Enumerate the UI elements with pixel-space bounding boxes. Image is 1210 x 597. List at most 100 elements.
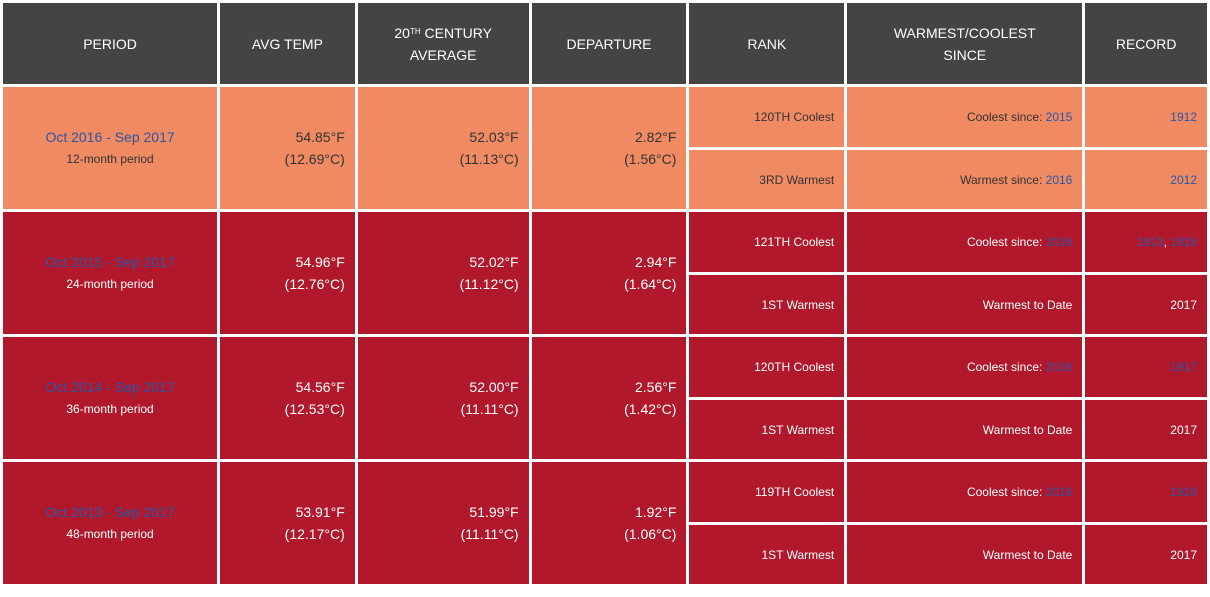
century-avg-cell: 52.00°F (11.11°C) (357, 337, 529, 459)
coolest-since-year-link[interactable]: 2015 (1045, 110, 1073, 124)
coolest-since-prefix: Coolest since: (966, 235, 1046, 249)
warmest-record-cell: 2017 (1085, 525, 1207, 584)
period-range-link[interactable]: Oct 2016 - Sep 2017 (45, 129, 175, 145)
century-avg-f: 52.00°F (469, 379, 519, 395)
departure-c: (1.64°C) (624, 276, 677, 292)
coolest-since-prefix: Coolest since: (966, 485, 1046, 499)
century-avg-cell: 51.99°F (11.11°C) (357, 462, 529, 584)
period-cell: Oct 2015 - Sep 2017 24-month period (3, 212, 218, 334)
table-row-warmest: 1ST Warmest Warmest to Date 2017 (3, 525, 1207, 584)
table-row-coolest: Oct 2013 - Sep 2017 48-month period 53.9… (3, 462, 1207, 584)
period-range-link[interactable]: Oct 2013 - Sep 2017 (45, 504, 175, 520)
warmest-record-cell: 2017 (1085, 275, 1207, 334)
coolest-record-link-2[interactable]: 1918 (1170, 235, 1197, 249)
period-label: 36-month period (66, 402, 154, 416)
header-rank: RANK (689, 3, 845, 84)
header-since-line2: SINCE (943, 46, 987, 63)
avg-temp-cell: 54.96°F (12.76°C) (220, 212, 355, 334)
departure-cell: 2.82°F (1.56°C) (531, 87, 687, 209)
avg-temp-cell: 54.85°F (12.69°C) (220, 87, 355, 209)
avg-temp-f: 54.56°F (295, 379, 345, 395)
warmest-record-link[interactable]: 2017 (1170, 547, 1197, 562)
table-row-warmest: 1ST Warmest Warmest to Date 2017 (3, 400, 1207, 459)
coolest-record-cell: 1913, 1918 (1085, 212, 1207, 272)
coolest-since-year-link[interactable]: 2016 (1045, 360, 1073, 374)
warmest-since-prefix: Warmest to Date (982, 422, 1073, 437)
coolest-since-cell: Coolest since: 2016 (847, 212, 1083, 272)
table-row-warmest: 1ST Warmest Warmest to Date 2017 (3, 275, 1207, 334)
header-century-line2: AVERAGE (409, 47, 477, 63)
avg-temp-c: (12.17°C) (284, 526, 345, 542)
departure-c: (1.42°C) (624, 401, 677, 417)
coolest-record-link[interactable]: 1913 (1136, 235, 1164, 249)
warmest-record-link[interactable]: 2017 (1170, 422, 1197, 437)
header-century-average: 20TH CENTURY AVERAGE (357, 3, 529, 84)
warmest-record-link[interactable]: 2017 (1170, 297, 1197, 312)
coolest-record-link[interactable]: 1912 (1170, 110, 1197, 124)
coolest-record-cell: 1918 (1085, 462, 1207, 522)
coolest-record-link[interactable]: 1918 (1170, 485, 1197, 499)
century-avg-cell: 52.03°F (11.13°C) (357, 87, 529, 209)
departure-cell: 1.92°F (1.06°C) (531, 462, 687, 584)
coolest-since-year-link[interactable]: 2016 (1045, 485, 1073, 499)
century-avg-f: 51.99°F (469, 504, 519, 520)
warmest-since-cell: Warmest to Date (847, 275, 1083, 334)
coolest-record-cell: 1912 (1085, 87, 1207, 147)
departure-cell: 2.56°F (1.42°C) (531, 337, 687, 459)
period-range-link[interactable]: Oct 2015 - Sep 2017 (45, 254, 175, 270)
warmest-rank: 1ST Warmest (689, 400, 845, 459)
avg-temp-f: 54.85°F (295, 129, 345, 145)
header-departure: DEPARTURE (531, 3, 687, 84)
period-cell: Oct 2016 - Sep 2017 12-month period (3, 87, 218, 209)
departure-f: 2.56°F (634, 379, 677, 395)
coolest-rank: 121TH Coolest (689, 212, 845, 272)
century-avg-c: (11.11°C) (460, 401, 519, 417)
avg-temp-c: (12.53°C) (284, 401, 345, 417)
header-century-prefix: 20 (394, 25, 410, 41)
warmest-since-cell: Warmest to Date (847, 525, 1083, 584)
century-avg-f: 52.03°F (469, 129, 519, 145)
warmest-record-link[interactable]: 2012 (1170, 172, 1197, 187)
warmest-since-year-link[interactable]: 2016 (1045, 172, 1073, 187)
header-period: PERIOD (3, 3, 218, 84)
coolest-record-link[interactable]: 1917 (1170, 360, 1197, 374)
avg-temp-cell: 53.91°F (12.17°C) (220, 462, 355, 584)
departure-cell: 2.94°F (1.64°C) (531, 212, 687, 334)
table-row-coolest: Oct 2014 - Sep 2017 36-month period 54.5… (3, 337, 1207, 459)
coolest-since-year-link[interactable]: 2016 (1045, 235, 1073, 249)
avg-temp-cell: 54.56°F (12.53°C) (220, 337, 355, 459)
coolest-since-cell: Coolest since: 2016 (847, 337, 1083, 397)
warmest-rank: 1ST Warmest (689, 525, 845, 584)
departure-c: (1.56°C) (624, 151, 677, 167)
coolest-since-prefix: Coolest since: (966, 110, 1046, 124)
coolest-rank: 119TH Coolest (689, 462, 845, 522)
coolest-since-cell: Coolest since: 2015 (847, 87, 1083, 147)
coolest-rank: 120TH Coolest (689, 337, 845, 397)
avg-temp-c: (12.69°C) (284, 151, 345, 167)
period-label: 12-month period (66, 152, 154, 166)
century-avg-c: (11.11°C) (460, 526, 519, 542)
century-avg-c: (11.13°C) (459, 151, 519, 167)
coolest-record-separator: , (1163, 235, 1171, 249)
table-row-warmest: 3RD Warmest Warmest since: 2016 2012 (3, 150, 1207, 209)
period-cell: Oct 2014 - Sep 2017 36-month period (3, 337, 218, 459)
period-cell: Oct 2013 - Sep 2017 48-month period (3, 462, 218, 584)
coolest-since-prefix: Coolest since: (966, 360, 1046, 374)
header-row: PERIOD AVG TEMP 20TH CENTURY AVERAGE DEP… (3, 3, 1207, 84)
warmest-since-prefix: Warmest to Date (982, 547, 1073, 562)
period-label: 48-month period (66, 527, 154, 541)
header-century-rest: CENTURY (420, 25, 492, 41)
warmest-since-prefix: Warmest since: (960, 172, 1046, 187)
header-since-line1: WARMEST/COOLEST (893, 24, 1036, 41)
period-range-link[interactable]: Oct 2014 - Sep 2017 (45, 379, 175, 395)
century-avg-cell: 52.02°F (11.12°C) (357, 212, 529, 334)
header-century-sup: TH (409, 27, 421, 36)
table-row-coolest: Oct 2016 - Sep 2017 12-month period 54.8… (3, 87, 1207, 209)
century-avg-c: (11.12°C) (459, 276, 519, 292)
departure-c: (1.06°C) (624, 526, 677, 542)
avg-temp-f: 53.91°F (295, 504, 345, 520)
period-label: 24-month period (66, 277, 154, 291)
coolest-record-cell: 1917 (1085, 337, 1207, 397)
warmest-since-cell: Warmest since: 2016 (847, 150, 1083, 209)
departure-f: 1.92°F (634, 504, 677, 520)
